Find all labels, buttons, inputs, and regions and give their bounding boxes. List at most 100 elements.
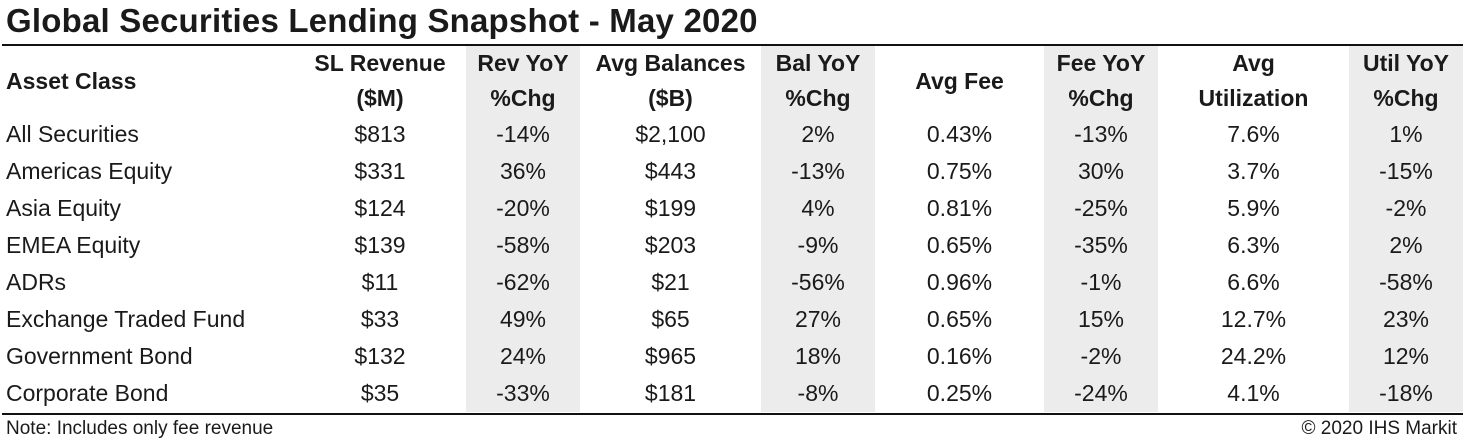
value-cell: -25% xyxy=(1044,190,1158,227)
value-cell: $132 xyxy=(354,343,406,369)
top-rule xyxy=(2,44,1463,46)
value-cell: -24% xyxy=(1044,375,1158,412)
value-cell: $33 xyxy=(360,306,400,332)
value-cell: $331 xyxy=(354,158,406,184)
table-row: Exchange Traded Fund $33 49% $65 27% 0.65% 15%… xyxy=(2,301,1463,338)
value-cell: -2% xyxy=(1044,338,1158,375)
value-cell: 0.43% xyxy=(926,121,993,147)
value-cell: 0.81% xyxy=(926,195,993,221)
value-cell: 49% xyxy=(466,301,580,338)
table-title: Global Securities Lending Snapshot - May… xyxy=(6,2,758,39)
column-header-line: %Chg xyxy=(1068,85,1134,111)
column-header-line: Fee YoY xyxy=(1056,50,1146,76)
value-cell: $965 xyxy=(644,343,697,369)
column-header: SL Revenue ($M) xyxy=(294,46,466,116)
column-header: Bal YoY %Chg xyxy=(761,46,875,116)
asset-class-cell: Government Bond xyxy=(6,343,193,369)
value-cell: $443 xyxy=(644,158,697,184)
column-header: Avg Balances ($B) xyxy=(580,46,761,116)
value-cell: 1% xyxy=(1349,116,1463,153)
value-cell: $21 xyxy=(651,269,690,295)
asset-class-cell: ADRs xyxy=(6,269,67,295)
column-header-line: Bal YoY xyxy=(775,50,861,76)
value-cell: -13% xyxy=(1044,116,1158,153)
asset-class-cell: Asia Equity xyxy=(6,195,122,221)
value-cell: 6.6% xyxy=(1227,269,1280,295)
table-body: All Securities $813 -14% $2,100 2% 0.43% -13% 7… xyxy=(2,116,1463,412)
column-header: Util YoY %Chg xyxy=(1349,46,1463,116)
table-row: Americas Equity $331 36% $443 -13% 0.75% 30% 3.… xyxy=(2,153,1463,190)
column-header: Fee YoY %Chg xyxy=(1044,46,1158,116)
value-cell: -9% xyxy=(761,227,875,264)
column-header-line: %Chg xyxy=(1373,85,1439,111)
value-cell: -35% xyxy=(1044,227,1158,264)
value-cell: 2% xyxy=(1349,227,1463,264)
value-cell: 24.2% xyxy=(1220,343,1287,369)
value-cell: 4.1% xyxy=(1227,380,1280,406)
column-header-line: %Chg xyxy=(490,85,556,111)
value-cell: 5.9% xyxy=(1227,195,1280,221)
column-header: Avg Utilization xyxy=(1158,46,1349,116)
value-cell: 12.7% xyxy=(1220,306,1287,332)
value-cell: -15% xyxy=(1349,153,1463,190)
asset-class-cell: Americas Equity xyxy=(6,158,173,184)
value-cell: -18% xyxy=(1349,375,1463,412)
column-header-line: ($B) xyxy=(648,85,693,111)
footnote: Note: Includes only fee revenue xyxy=(6,418,274,439)
value-cell: 2% xyxy=(761,116,875,153)
value-cell: -33% xyxy=(466,375,580,412)
value-cell: -14% xyxy=(466,116,580,153)
value-cell: -56% xyxy=(761,264,875,301)
value-cell: $813 xyxy=(354,121,406,147)
table-row: Corporate Bond $35 -33% $181 -8% 0.25% -24% 4.1… xyxy=(2,375,1463,412)
value-cell: 36% xyxy=(466,153,580,190)
value-cell: 0.65% xyxy=(926,306,993,332)
value-cell: 6.3% xyxy=(1227,232,1280,258)
column-header-line: Asset Class xyxy=(6,67,137,94)
asset-class-cell: All Securities xyxy=(6,121,139,147)
value-cell: $65 xyxy=(651,306,690,332)
column-header-line: SL Revenue xyxy=(314,50,446,76)
value-cell: -1% xyxy=(1044,264,1158,301)
value-cell: 12% xyxy=(1349,338,1463,375)
value-cell: $203 xyxy=(644,232,697,258)
value-cell: -2% xyxy=(1349,190,1463,227)
column-header-line: Util YoY xyxy=(1362,50,1450,76)
securities-lending-table: Asset Class SL Revenue ($M) Rev YoY %Chg Avg … xyxy=(2,46,1463,412)
value-cell: $2,100 xyxy=(635,121,706,147)
value-cell: 27% xyxy=(761,301,875,338)
column-header-line: %Chg xyxy=(785,85,851,111)
value-cell: 30% xyxy=(1044,153,1158,190)
value-cell: 7.6% xyxy=(1227,121,1280,147)
column-header-line: Avg Balances xyxy=(595,50,746,76)
column-header: Rev YoY %Chg xyxy=(466,46,580,116)
value-cell: $35 xyxy=(360,380,400,406)
table-row: Asia Equity $124 -20% $199 4% 0.81% -25% 5.9% -2… xyxy=(2,190,1463,227)
bottom-rule xyxy=(2,413,1463,415)
column-header-line: Avg Fee xyxy=(915,67,1004,94)
value-cell: 0.65% xyxy=(926,232,993,258)
table-row: ADRs $11 -62% $21 -56% 0.96% -1% 6.6% -58% xyxy=(2,264,1463,301)
header-row: Asset Class SL Revenue ($M) Rev YoY %Chg Avg … xyxy=(2,46,1463,116)
table-row: All Securities $813 -14% $2,100 2% 0.43% -13% 7… xyxy=(2,116,1463,153)
table-row: Government Bond $132 24% $965 18% 0.16% -2% 24.… xyxy=(2,338,1463,375)
value-cell: $181 xyxy=(644,380,697,406)
column-header-line: ($M) xyxy=(356,85,404,111)
column-header-line: Avg xyxy=(1232,50,1275,76)
value-cell: -58% xyxy=(466,227,580,264)
value-cell: 24% xyxy=(466,338,580,375)
column-header-line: Utilization xyxy=(1198,85,1309,111)
asset-class-cell: Exchange Traded Fund xyxy=(6,306,246,332)
value-cell: -58% xyxy=(1349,264,1463,301)
value-cell: 15% xyxy=(1044,301,1158,338)
value-cell: $11 xyxy=(361,269,399,295)
value-cell: -20% xyxy=(466,190,580,227)
value-cell: 4% xyxy=(761,190,875,227)
value-cell: $139 xyxy=(354,232,406,258)
value-cell: -62% xyxy=(466,264,580,301)
value-cell: 0.75% xyxy=(926,158,993,184)
copyright-notice: © 2020 IHS Markit xyxy=(1301,418,1458,439)
asset-class-cell: EMEA Equity xyxy=(6,232,141,258)
value-cell: 0.16% xyxy=(926,343,993,369)
value-cell: 0.25% xyxy=(926,380,993,406)
